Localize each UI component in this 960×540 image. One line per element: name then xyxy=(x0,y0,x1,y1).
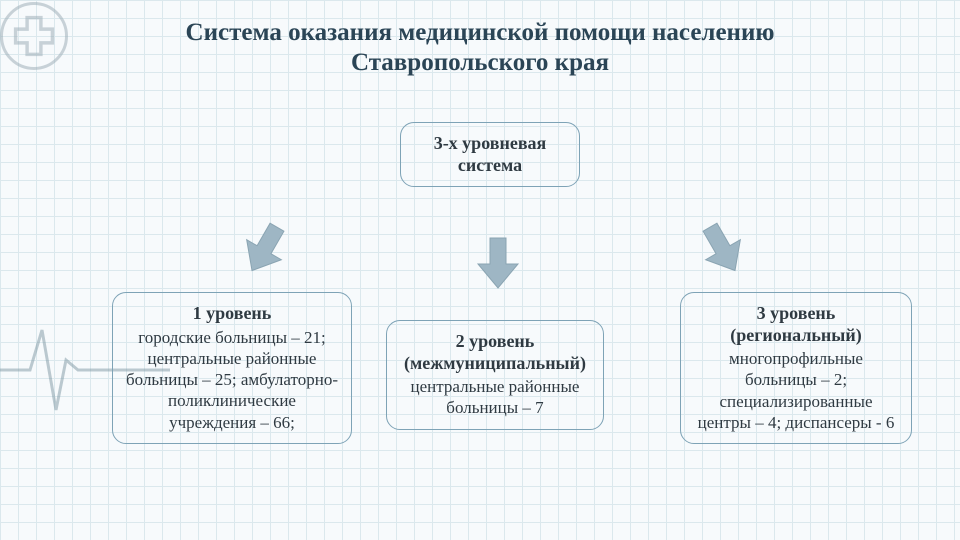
level-3-box: 3 уровень (региональный) многопрофильные… xyxy=(680,292,912,444)
title-line-2: Ставропольского края xyxy=(351,49,609,76)
level-2-box: 2 уровень (межмуниципальный) центральные… xyxy=(386,320,604,430)
arrow-to-level-2 xyxy=(468,232,528,292)
level-2-head: 2 уровень (межмуниципальный) xyxy=(399,331,591,374)
root-box: 3-х уровневая система xyxy=(400,122,580,187)
level-2-body: центральные районные больницы – 7 xyxy=(399,376,591,419)
page-title: Система оказания медицинской помощи насе… xyxy=(0,18,960,78)
level-1-body: городские больницы – 21; центральные рай… xyxy=(125,327,339,433)
level-1-head: 1 уровень xyxy=(125,303,339,325)
root-box-text: 3-х уровневая система xyxy=(413,133,567,176)
level-3-body: многопрофильные больницы – 2; специализи… xyxy=(693,348,899,433)
level-3-head: 3 уровень (региональный) xyxy=(693,303,899,346)
title-line-1: Система оказания медицинской помощи насе… xyxy=(186,19,775,46)
level-1-box: 1 уровень городские больницы – 21; центр… xyxy=(112,292,352,444)
